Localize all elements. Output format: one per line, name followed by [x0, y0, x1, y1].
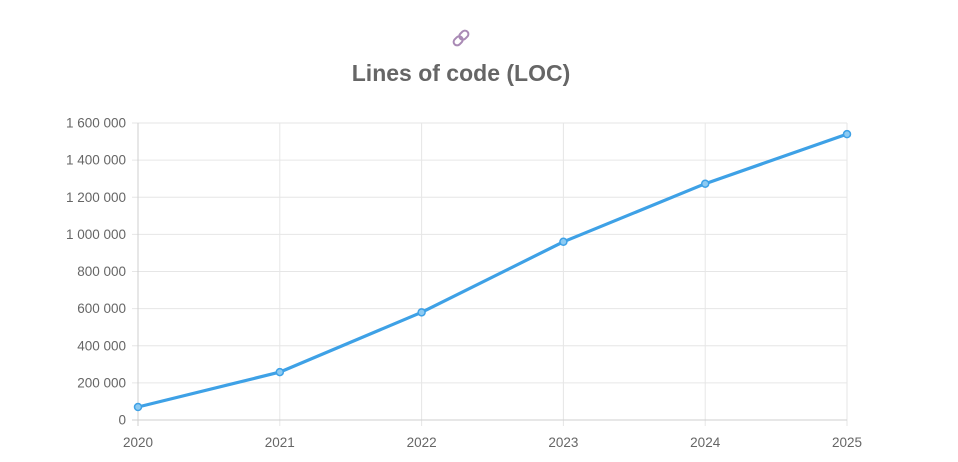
y-tick-label: 1 400 000 — [66, 153, 126, 168]
x-axis-tick-labels: 2020 2021 2022 2023 2024 2025 — [123, 435, 862, 450]
data-point[interactable] — [700, 179, 710, 188]
y-tick-label: 400 000 — [77, 338, 126, 353]
y-tick-label: 1 600 000 — [66, 116, 126, 131]
data-point[interactable] — [559, 237, 568, 247]
link-icon[interactable] — [450, 27, 472, 49]
y-tick-label: 600 000 — [77, 301, 126, 316]
y-tick-label: 0 — [118, 413, 126, 428]
x-tick-label: 2022 — [407, 435, 437, 450]
y-axis-tick-labels: 0 200 000 400 000 600 000 800 000 1 000 000 1 … — [66, 116, 126, 428]
y-tick-label: 200 000 — [77, 375, 126, 390]
x-tick-label: 2024 — [690, 435, 721, 450]
series-line — [136, 132, 849, 409]
y-tick-label: 1 200 000 — [66, 190, 126, 205]
data-point[interactable] — [275, 367, 285, 377]
data-point[interactable] — [133, 402, 143, 412]
data-point[interactable] — [842, 129, 852, 139]
chart-series — [133, 129, 852, 412]
chart-title: Lines of code (LOC) — [351, 60, 571, 86]
x-tick-label: 2025 — [832, 435, 862, 450]
data-point[interactable] — [417, 308, 426, 317]
x-tick-label: 2021 — [265, 435, 295, 450]
x-tick-label: 2020 — [123, 435, 153, 450]
chart-axes — [137, 123, 847, 421]
x-tick-label: 2023 — [548, 435, 578, 450]
y-tick-label: 800 000 — [77, 264, 126, 279]
y-tick-label: 1 000 000 — [66, 227, 126, 242]
